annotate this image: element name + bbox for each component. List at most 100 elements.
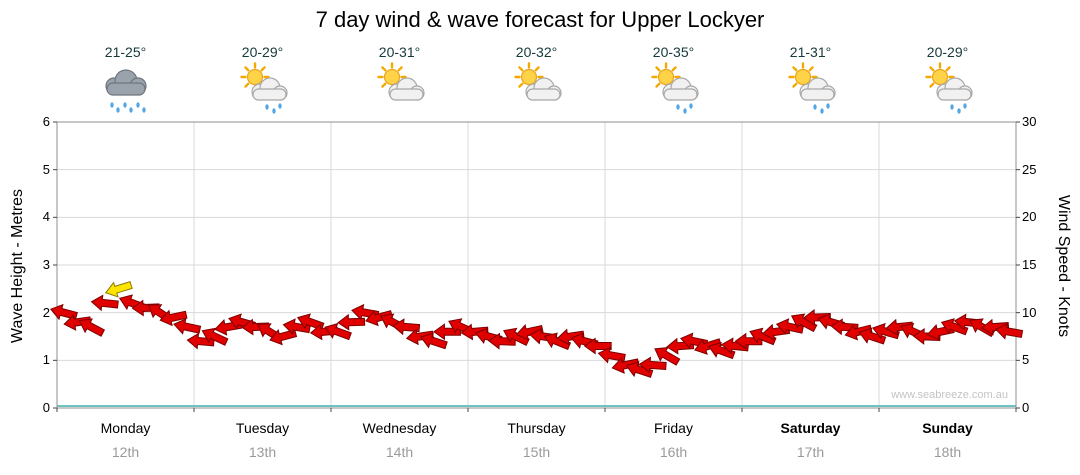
day-name: Saturday [780, 420, 841, 436]
wind-arrow [104, 281, 133, 298]
right-axis-tick-label: 25 [1022, 161, 1037, 177]
rain-drop [949, 104, 954, 110]
wind-arrow [131, 299, 160, 317]
cloud-base [251, 88, 287, 101]
sun-ray [260, 66, 266, 72]
wind-arrow [159, 309, 188, 327]
sun-ray [791, 82, 797, 88]
wind-arrow [583, 337, 612, 355]
cloud [798, 77, 836, 101]
wind-arrow [885, 318, 914, 336]
right-axis-tick-label: 5 [1022, 352, 1030, 368]
sun [657, 68, 674, 86]
sun [931, 68, 948, 86]
day-weather-icon-wrap [371, 62, 429, 123]
sun-ray [671, 66, 677, 72]
sun-ray [380, 66, 386, 72]
day-weather-icon-wrap [645, 62, 703, 123]
sun-cloud-rain-icon [924, 62, 973, 114]
wind-arrow [365, 309, 394, 327]
cloud [524, 77, 562, 101]
right-axis-label: Wind Speed - Knots [1055, 194, 1072, 338]
sun-cloud-icon [376, 62, 425, 101]
day-date: 13th [248, 444, 277, 460]
wind-arrow [324, 322, 352, 341]
sun-ray [517, 82, 523, 88]
sun-ray [654, 66, 660, 72]
cloud-base [105, 82, 146, 96]
rain-drop [277, 103, 282, 109]
wind-arrow [638, 356, 667, 374]
right-axis-tick-label: 0 [1022, 400, 1030, 415]
sun-ray [791, 66, 797, 72]
wind-arrow [654, 346, 681, 366]
wind-arrow [597, 346, 626, 364]
wind-arrow [173, 318, 202, 335]
cloud [104, 69, 147, 96]
wind-arrow [707, 341, 736, 360]
left-axis-tick-label: 3 [42, 257, 50, 272]
rain-drop [819, 108, 824, 114]
cloud-base [799, 88, 835, 101]
wind-arrow [392, 318, 421, 336]
sun-ray [534, 66, 540, 72]
wind-arrow [625, 361, 654, 378]
cloud-base [388, 88, 424, 101]
rain-drop [675, 104, 680, 110]
day-name: Thursday [507, 420, 566, 436]
wind-arrow [337, 313, 366, 331]
sun-ray [928, 82, 934, 88]
sun-ray [243, 82, 249, 88]
day-weather-icon-wrap [97, 62, 155, 123]
wind-arrow [611, 357, 640, 374]
day-weather-icon-wrap [919, 62, 977, 123]
rain-drop [128, 107, 133, 113]
wind-arrow [241, 318, 270, 336]
cloud-base [525, 88, 561, 101]
day-date: 12th [111, 444, 140, 460]
wind-arrow [858, 327, 887, 345]
day-date: 14th [385, 444, 414, 460]
left-axis-tick-label: 5 [42, 161, 50, 177]
wind-arrow [844, 324, 873, 341]
right-axis-tick-label: 15 [1022, 257, 1037, 272]
rain-drop [141, 107, 146, 113]
wind-arrow [802, 309, 831, 326]
sun-ray [380, 82, 386, 88]
chart-title: 7 day wind & wave forecast for Upper Loc… [315, 7, 765, 32]
day-weather-icon-wrap [234, 62, 292, 123]
sun [520, 68, 537, 86]
wind-arrow [405, 328, 434, 346]
wind-arrow [49, 303, 78, 321]
rain-drop [264, 104, 269, 110]
rain-drop [135, 102, 140, 108]
wind-arrow [78, 318, 106, 337]
rain-drop [271, 108, 276, 114]
day-name: Wednesday [362, 420, 437, 436]
rain-drop [962, 103, 967, 109]
sun-cloud-icon [513, 62, 562, 101]
day-temperature: 21-31° [789, 44, 832, 60]
wind-arrow [515, 323, 544, 341]
sun-cloud-rain-icon [650, 62, 699, 114]
left-axis-tick-label: 1 [42, 352, 50, 368]
sun-ray [243, 66, 249, 72]
rain-drop [682, 108, 687, 114]
sun [246, 68, 263, 86]
rain-drop [109, 102, 114, 108]
wind-arrow [63, 314, 92, 331]
day-weather-icon-wrap [508, 62, 566, 123]
sun-ray [808, 66, 814, 72]
wind-arrow [694, 338, 722, 355]
wind-arrow [556, 328, 585, 346]
wind-arrow [995, 322, 1024, 340]
left-axis-tick-label: 0 [42, 400, 50, 415]
left-axis-tick-label: 6 [42, 114, 50, 129]
day-temperature: 21-25° [104, 44, 147, 60]
sun [794, 68, 811, 86]
day-temperature: 20-31° [378, 44, 421, 60]
sun-cloud-rain-icon [787, 62, 836, 114]
rain-drop [812, 104, 817, 110]
sun-rays [513, 62, 544, 92]
rain-cloud-icon [104, 69, 147, 113]
